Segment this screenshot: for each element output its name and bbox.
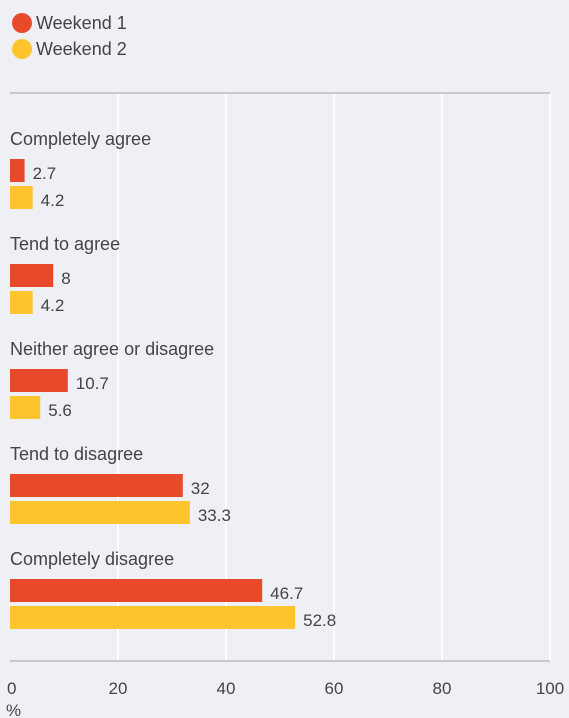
legend-label-weekend-2: Weekend 2 [36, 38, 127, 59]
x-tick-label: 0 [7, 679, 16, 698]
x-tick-label: 20 [109, 679, 128, 698]
value-label-weekend-1: 10.7 [76, 374, 109, 393]
legend-swatch-weekend-1 [12, 13, 32, 33]
x-tick-label: 60 [325, 679, 344, 698]
legend-item-weekend-1: Weekend 1 [12, 10, 127, 36]
bar-weekend-1 [10, 474, 183, 497]
bar-weekend-1 [10, 579, 263, 602]
value-label-weekend-2: 4.2 [41, 296, 65, 315]
category-label: Completely disagree [10, 549, 174, 569]
value-label-weekend-2: 52.8 [303, 611, 336, 630]
category-label: Completely agree [10, 129, 151, 149]
bar-weekend-1 [10, 264, 54, 287]
bar-weekend-2 [10, 606, 296, 629]
x-tick-label: 80 [433, 679, 452, 698]
value-label-weekend-1: 2.7 [33, 164, 57, 183]
bar-weekend-2 [10, 291, 33, 314]
value-label-weekend-1: 8 [61, 269, 70, 288]
x-tick-label: 40 [217, 679, 236, 698]
category-label: Tend to disagree [10, 444, 143, 464]
value-label-weekend-1: 46.7 [270, 584, 303, 603]
bar-weekend-2 [10, 186, 33, 209]
bar-weekend-1 [10, 369, 68, 392]
x-axis-unit-label: % [6, 701, 21, 718]
category-label: Tend to agree [10, 234, 120, 254]
legend-swatch-weekend-2 [12, 39, 32, 59]
legend-label-weekend-1: Weekend 1 [36, 12, 127, 33]
legend: Weekend 1 Weekend 2 [12, 10, 127, 62]
legend-item-weekend-2: Weekend 2 [12, 36, 127, 62]
value-label-weekend-1: 32 [191, 479, 210, 498]
category-label: Neither agree or disagree [10, 339, 214, 359]
bar-weekend-1 [10, 159, 25, 182]
value-label-weekend-2: 4.2 [41, 191, 65, 210]
value-label-weekend-2: 33.3 [198, 506, 231, 525]
value-label-weekend-2: 5.6 [48, 401, 72, 420]
bar-weekend-2 [10, 501, 190, 524]
x-tick-label: 100 [536, 679, 564, 698]
bar-weekend-2 [10, 396, 41, 419]
